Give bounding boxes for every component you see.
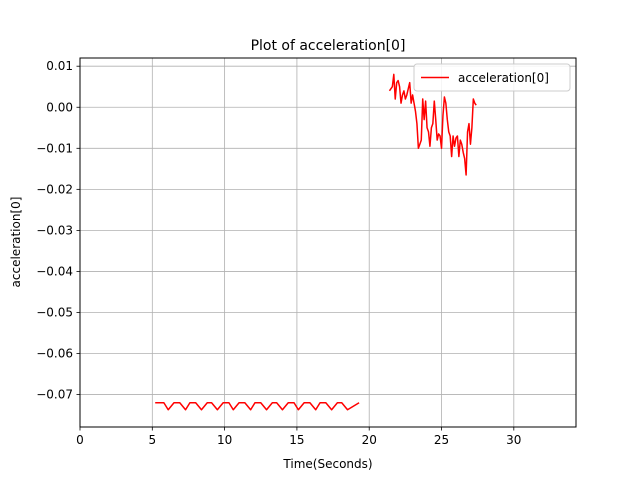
x-tick-label: 30 [506,433,521,447]
y-tick-label: −0.01 [36,141,73,155]
legend-label: acceleration[0] [458,71,549,85]
y-axis-label: acceleration[0] [9,197,23,288]
y-tick-label: −0.05 [36,305,73,319]
y-tick-label: −0.07 [36,388,73,402]
ticks: 0 5 10 15 20 25 30 0.01 0.00 −0.01 −0.02 −0.03 −0.04… [36,59,521,447]
x-tick-label: 10 [217,433,232,447]
legend: acceleration[0] [413,63,571,92]
series-line-acceleration [388,73,477,176]
series-layer [155,73,477,411]
x-axis-label: Time(Seconds) [282,457,372,471]
y-tick-label: −0.03 [36,223,73,237]
chart-title: Plot of acceleration[0] [251,38,406,54]
legend-box [413,63,571,92]
x-tick-label: 0 [76,433,84,447]
y-tick-label: −0.02 [36,182,73,196]
x-tick-label: 25 [434,433,449,447]
y-tick-label: −0.04 [36,264,73,278]
x-tick-label: 20 [362,433,377,447]
y-tick-label: −0.06 [36,347,73,361]
x-tick-label: 15 [289,433,304,447]
y-tick-label: 0.00 [46,100,73,114]
series-line-acceleration [155,402,360,411]
plot-frame [79,57,577,428]
y-tick-label: 0.01 [46,59,73,73]
grid [79,58,576,427]
x-tick-label: 5 [148,433,156,447]
